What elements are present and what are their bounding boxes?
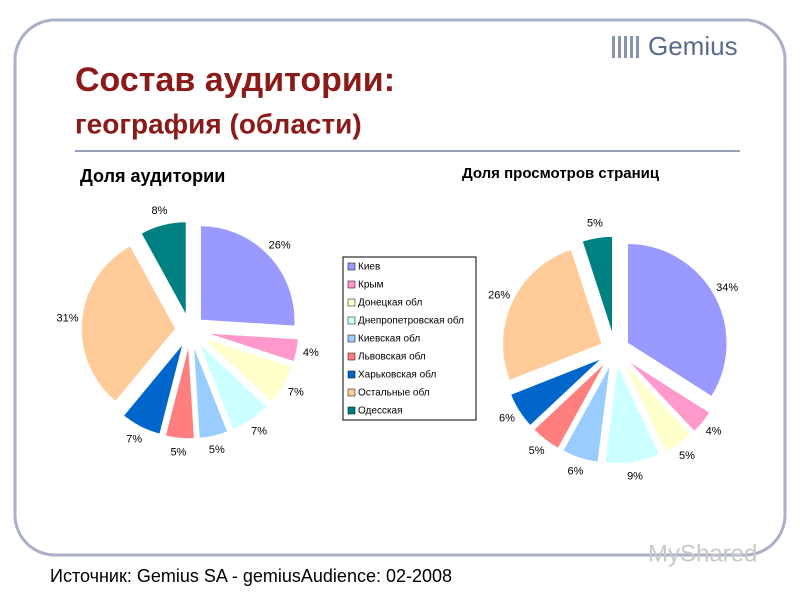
pie-slice <box>561 362 612 464</box>
data-label: 26% <box>488 289 510 301</box>
legend-swatch <box>347 370 356 379</box>
legend-label: Киевская обл <box>358 333 420 345</box>
legend-label: Харьковская обл <box>358 369 436 381</box>
chart-title: Доля просмотров страниц <box>462 165 660 182</box>
data-label: 5% <box>170 446 186 458</box>
legend-swatch <box>347 280 356 289</box>
legend-swatch <box>347 388 356 397</box>
data-label: 7% <box>126 434 142 446</box>
data-label: 5% <box>529 445 545 457</box>
data-label: 7% <box>251 426 267 438</box>
pie-slice <box>501 247 604 382</box>
data-label: 5% <box>679 450 695 462</box>
data-label: 26% <box>269 240 291 252</box>
pie-slice <box>201 336 294 404</box>
legend-swatch <box>347 406 356 415</box>
pie-slice <box>622 361 693 454</box>
source: Источник: Gemius SA - gemiusAudience: 02… <box>50 566 452 586</box>
pie-slice <box>509 356 604 428</box>
pie-slice <box>580 235 614 337</box>
pie-slice <box>192 343 229 440</box>
legend-label: Львовская обл <box>358 351 426 363</box>
pie-slice <box>603 361 661 465</box>
legend-swatch <box>347 352 356 361</box>
slide-subtitle: география (области) <box>75 108 362 139</box>
legend-label: Крым <box>358 280 384 291</box>
pie-slice <box>80 244 177 403</box>
legend-swatch <box>347 316 356 325</box>
logo-bars <box>612 36 639 58</box>
data-label: 31% <box>57 312 79 324</box>
data-label: 6% <box>499 412 515 424</box>
pie-slice <box>139 220 188 317</box>
legend-swatch <box>347 262 356 271</box>
logo: Gemius <box>648 31 738 61</box>
legend-swatch <box>347 334 356 343</box>
data-label: 5% <box>587 217 603 229</box>
pie-slice <box>626 242 729 398</box>
watermark: MyShared <box>648 540 757 567</box>
legend-label: Киев <box>358 262 380 273</box>
pie-slice <box>122 341 185 436</box>
data-label: 7% <box>288 387 304 399</box>
legend-label: Донецкая обл <box>358 297 422 309</box>
data-label: 34% <box>716 282 738 294</box>
pie-slice <box>203 331 300 363</box>
pie-slice <box>199 224 296 328</box>
data-label: 4% <box>303 347 319 359</box>
legend-label: Днепропетровская обл <box>358 315 464 327</box>
pie-slice <box>532 360 608 450</box>
legend-label: Остальные обл <box>358 387 430 399</box>
data-label: 8% <box>151 205 167 217</box>
legend-swatch <box>347 298 356 307</box>
pie-slice <box>197 341 269 431</box>
data-label: 5% <box>209 444 225 456</box>
legend <box>342 256 477 421</box>
data-label: 6% <box>567 466 583 478</box>
legend-label: Одесская <box>358 406 403 417</box>
pie-slice <box>164 343 196 440</box>
pie-slice <box>625 358 712 433</box>
data-label: 9% <box>627 470 643 482</box>
chart-title: Доля аудитории <box>80 166 225 186</box>
slide-title: Состав аудитории: <box>75 61 395 99</box>
data-label: 4% <box>706 425 722 437</box>
